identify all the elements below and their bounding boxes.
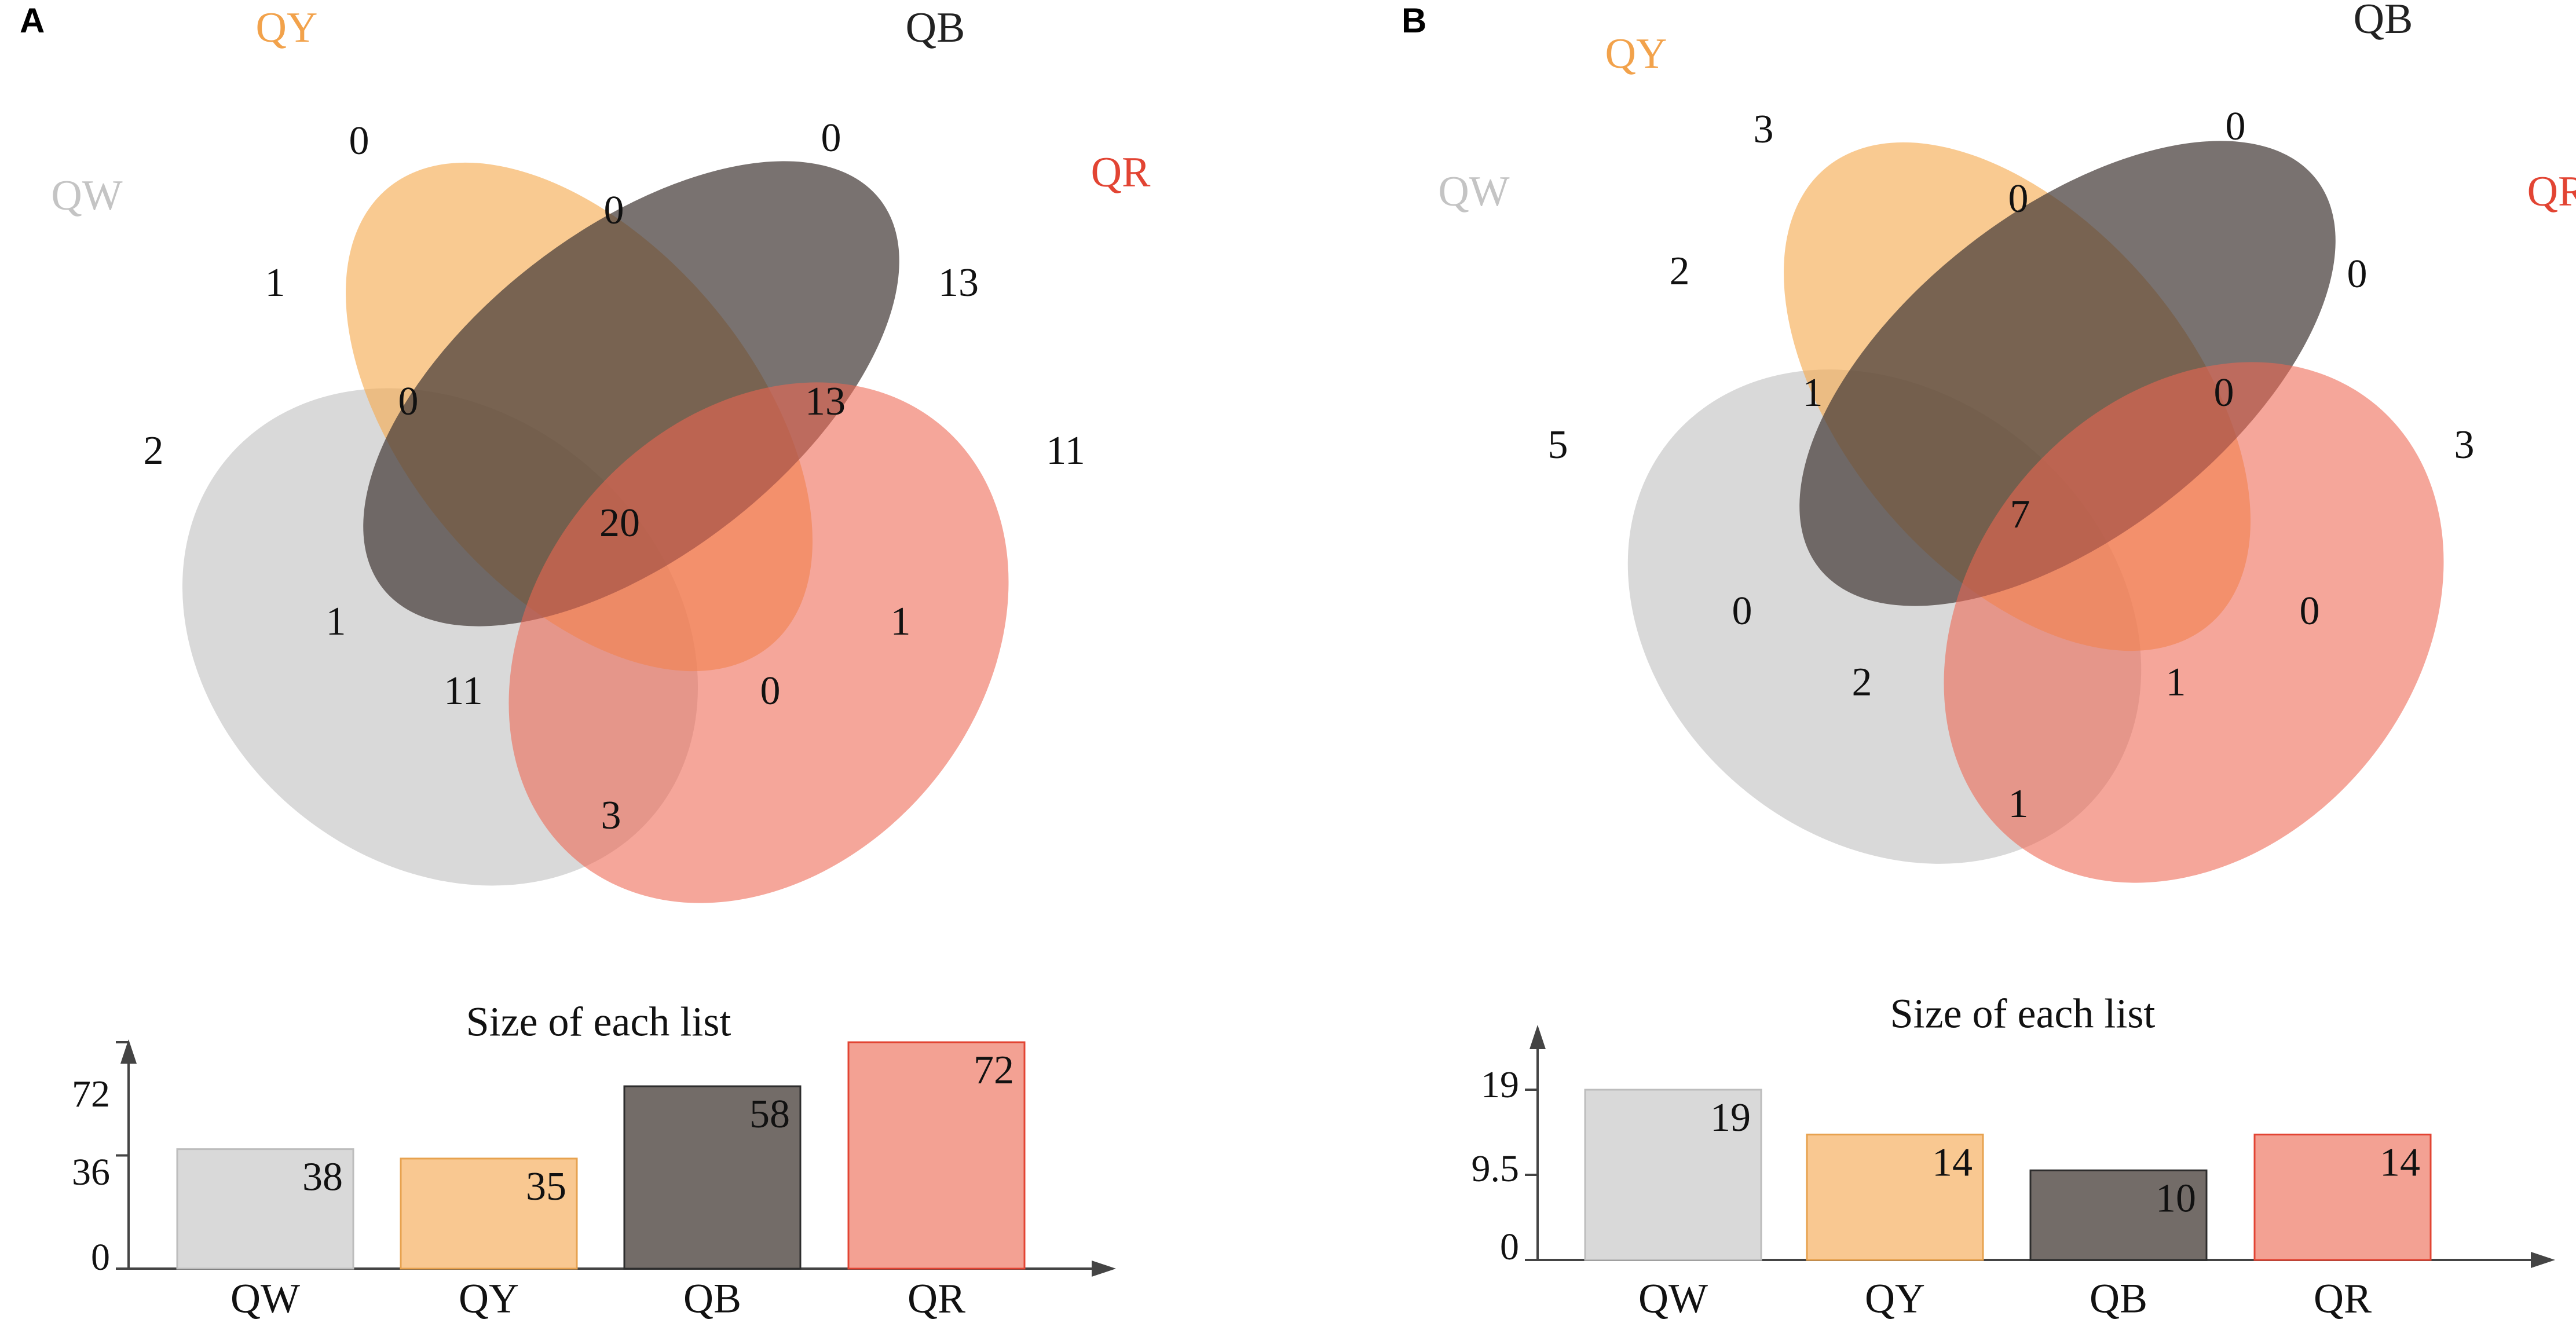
region-count-qw: 2 bbox=[144, 428, 164, 473]
region-count-qb-qr: 0 bbox=[2347, 252, 2368, 296]
x-axis-arrow bbox=[2531, 1252, 2555, 1268]
y-tick-label: 72 bbox=[72, 1073, 110, 1115]
region-count-qw-qy-qr: 1 bbox=[2166, 660, 2186, 705]
region-count-qy-qb: 0 bbox=[604, 188, 624, 233]
bar-chart-title: Size of each list bbox=[1890, 991, 2156, 1037]
set-label-qw: QW bbox=[1438, 168, 1509, 215]
region-count-qw-qb: 0 bbox=[1732, 589, 1752, 633]
region-count-qw-qy-qr: 0 bbox=[760, 669, 781, 713]
bar-value-label: 58 bbox=[749, 1092, 790, 1137]
y-axis-arrow bbox=[120, 1039, 137, 1064]
region-count-qy-qb-qr: 0 bbox=[2214, 371, 2234, 415]
region-count-qw-qy-qb: 0 bbox=[398, 379, 419, 424]
set-label-qr: QR bbox=[1091, 149, 1151, 196]
venn-panel-a bbox=[182, 161, 1009, 903]
region-count-qw-qy-qb-qr: 7 bbox=[2010, 492, 2030, 537]
y-tick-label: 19 bbox=[1481, 1064, 1519, 1106]
region-count-qw-qb-qr: 2 bbox=[1852, 660, 1872, 705]
set-label-qr: QR bbox=[2527, 168, 2576, 215]
region-count-qw-qy: 1 bbox=[265, 261, 286, 305]
x-tick-label: QY bbox=[1865, 1276, 1925, 1322]
bar-qw bbox=[176, 1148, 354, 1270]
region-count-qb: 0 bbox=[821, 116, 841, 160]
region-count-qw-qy: 2 bbox=[1670, 249, 1690, 294]
bar-qb bbox=[623, 1085, 802, 1270]
bar-value-label: 10 bbox=[2156, 1176, 2196, 1221]
region-count-qb: 0 bbox=[2226, 104, 2246, 149]
y-axis-arrow bbox=[1529, 1025, 1546, 1049]
set-label-qb: QB bbox=[906, 4, 965, 52]
bar-qy bbox=[1806, 1133, 1984, 1261]
x-tick-label: QR bbox=[2314, 1276, 2372, 1322]
y-tick-label: 0 bbox=[91, 1236, 110, 1278]
region-count-qy-qr: 0 bbox=[2300, 589, 2320, 633]
bar-value-label: 72 bbox=[974, 1048, 1014, 1093]
region-count-qy-qr: 1 bbox=[891, 599, 911, 644]
x-tick-label: QY bbox=[459, 1276, 519, 1322]
bar-value-label: 38 bbox=[302, 1155, 343, 1200]
bar-value-label: 35 bbox=[526, 1164, 566, 1209]
set-ellipse-qr bbox=[1944, 362, 2444, 883]
region-count-qr: 11 bbox=[1046, 428, 1085, 473]
set-ellipse-qr bbox=[508, 382, 1009, 903]
bar-qr bbox=[847, 1041, 1026, 1270]
x-tick-label: QW bbox=[1638, 1276, 1708, 1322]
x-axis-arrow bbox=[1092, 1261, 1116, 1277]
bar-value-label: 14 bbox=[2380, 1140, 2420, 1185]
region-count-qw-qr: 3 bbox=[601, 793, 621, 838]
set-label-qy: QY bbox=[256, 4, 318, 52]
x-tick-label: QB bbox=[683, 1276, 741, 1322]
bar-value-label: 19 bbox=[1710, 1095, 1751, 1140]
venn-panel-b bbox=[1627, 141, 2444, 883]
set-label-qb: QB bbox=[2354, 0, 2413, 43]
region-count-qy: 3 bbox=[1754, 107, 1774, 152]
bar-value-label: 14 bbox=[1932, 1140, 1973, 1185]
region-count-qw-qr: 1 bbox=[2008, 782, 2029, 826]
set-ellipse-qb bbox=[363, 161, 899, 626]
region-count-qw-qb: 1 bbox=[326, 599, 346, 644]
region-count-qy-qb: 0 bbox=[2008, 177, 2029, 221]
x-tick-label: QW bbox=[230, 1276, 300, 1322]
region-count-qw: 5 bbox=[1548, 423, 1568, 467]
bar-qw bbox=[1584, 1089, 1762, 1261]
region-count-qb-qr: 13 bbox=[938, 261, 979, 305]
bar-qb bbox=[2029, 1169, 2208, 1261]
panel-letter: B bbox=[1402, 1, 1426, 40]
y-tick-label: 9.5 bbox=[1472, 1148, 1520, 1190]
y-tick-label: 0 bbox=[1500, 1226, 1519, 1268]
region-count-qr: 3 bbox=[2454, 423, 2475, 467]
bar-qy bbox=[400, 1157, 578, 1270]
set-ellipse-qb bbox=[1799, 141, 2336, 606]
region-count-qw-qy-qb: 1 bbox=[1803, 371, 1823, 415]
region-count-qw-qy-qb-qr: 20 bbox=[599, 501, 640, 545]
y-tick-label: 36 bbox=[72, 1151, 110, 1193]
set-label-qw: QW bbox=[51, 172, 122, 219]
region-count-qw-qb-qr: 11 bbox=[444, 669, 482, 713]
bar-qr bbox=[2253, 1133, 2432, 1261]
x-tick-label: QR bbox=[908, 1276, 965, 1322]
panel-letter: A bbox=[20, 1, 45, 40]
bar-chart-title: Size of each list bbox=[466, 999, 731, 1045]
x-tick-label: QB bbox=[2090, 1276, 2147, 1322]
set-label-qy: QY bbox=[1605, 30, 1667, 78]
region-count-qy: 0 bbox=[349, 119, 369, 163]
region-count-qy-qb-qr: 13 bbox=[805, 379, 846, 424]
